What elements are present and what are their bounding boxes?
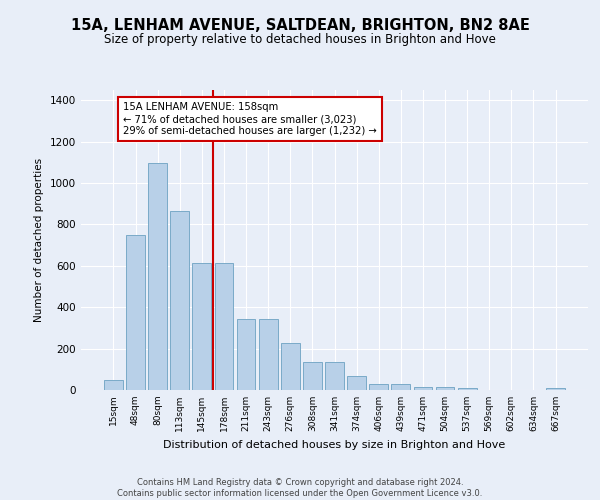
Bar	[436, 387, 454, 390]
Text: 15A, LENHAM AVENUE, SALTDEAN, BRIGHTON, BN2 8AE: 15A, LENHAM AVENUE, SALTDEAN, BRIGHTON, …	[71, 18, 529, 32]
Bar	[259, 319, 278, 390]
Bar	[413, 387, 433, 390]
Bar	[370, 384, 388, 390]
X-axis label: Distribution of detached houses by size in Brighton and Hove: Distribution of detached houses by size …	[163, 440, 506, 450]
Bar	[546, 388, 565, 390]
Bar	[104, 380, 123, 390]
Bar	[458, 388, 476, 390]
Bar	[391, 384, 410, 390]
Bar	[126, 235, 145, 390]
Text: Contains HM Land Registry data © Crown copyright and database right 2024.
Contai: Contains HM Land Registry data © Crown c…	[118, 478, 482, 498]
Bar	[215, 263, 233, 390]
Text: Size of property relative to detached houses in Brighton and Hove: Size of property relative to detached ho…	[104, 32, 496, 46]
Bar	[325, 362, 344, 390]
Bar	[170, 211, 189, 390]
Bar	[281, 343, 299, 390]
Bar	[347, 376, 366, 390]
Bar	[193, 263, 211, 390]
Text: 15A LENHAM AVENUE: 158sqm
← 71% of detached houses are smaller (3,023)
29% of se: 15A LENHAM AVENUE: 158sqm ← 71% of detac…	[124, 102, 377, 136]
Bar	[148, 163, 167, 390]
Y-axis label: Number of detached properties: Number of detached properties	[34, 158, 44, 322]
Bar	[236, 319, 256, 390]
Bar	[303, 362, 322, 390]
